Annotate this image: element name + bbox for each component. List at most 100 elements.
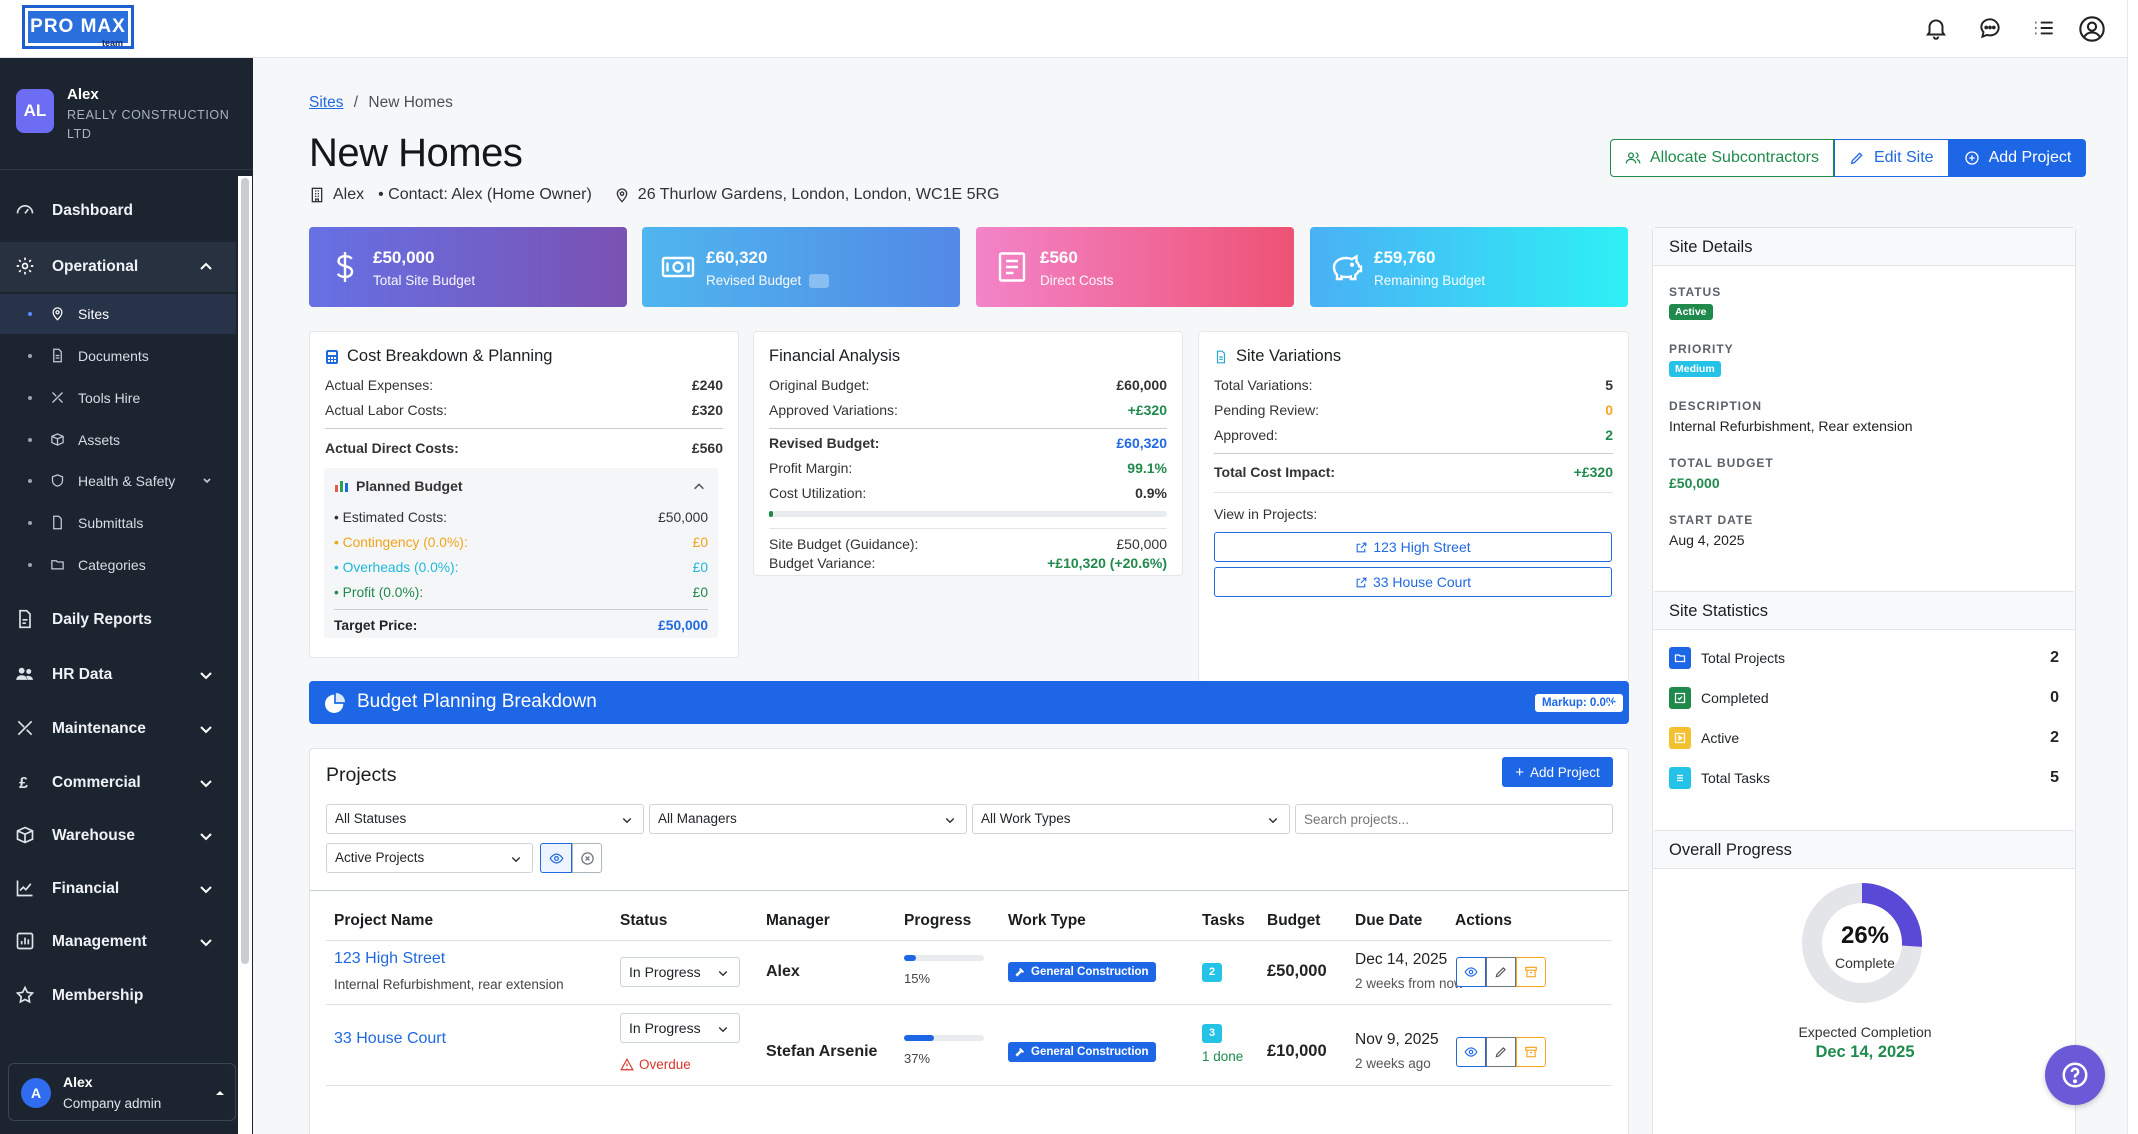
account-role: Company admin <box>63 1096 162 1111</box>
project-status-select[interactable]: In Progress <box>620 957 740 987</box>
project-progress-fill <box>904 955 916 961</box>
manager-filter-select[interactable]: All Managers <box>649 804 967 834</box>
col-project-name[interactable]: Project Name <box>334 912 434 929</box>
select-value: Active Projects <box>335 850 425 865</box>
col-progress[interactable]: Progress <box>904 912 972 929</box>
dollar-icon <box>327 249 363 285</box>
sidebar-item-label: Sites <box>78 306 110 322</box>
allocate-subcontractors-button[interactable]: Allocate Subcontractors <box>1610 139 1834 177</box>
divider <box>326 1085 1612 1086</box>
sidebar-item-label: Financial <box>52 880 120 897</box>
col-tasks[interactable]: Tasks <box>1202 912 1245 929</box>
sidebar-item-management[interactable]: Management <box>0 917 236 967</box>
help-button[interactable] <box>2045 1045 2105 1105</box>
warning-triangle-icon <box>620 1058 634 1071</box>
bullet-dot <box>28 396 32 400</box>
col-manager[interactable]: Manager <box>766 912 830 929</box>
project-status-select[interactable]: In Progress <box>620 1013 740 1043</box>
budget-planning-breakdown-header[interactable]: Budget Planning Breakdown Markup: 0.0% <box>309 681 1629 724</box>
col-actions: Actions <box>1455 912 1512 929</box>
status-filter-select[interactable]: All Statuses <box>326 804 644 834</box>
divider <box>1214 453 1613 454</box>
chevron-down-icon <box>717 1023 729 1035</box>
col-work-type[interactable]: Work Type <box>1008 912 1086 929</box>
sidebar-scrollbar-thumb[interactable] <box>241 178 249 964</box>
chevron-down-icon[interactable] <box>1605 695 1621 711</box>
archive-project-button[interactable] <box>1516 1037 1546 1067</box>
box-icon <box>50 432 66 448</box>
overall-progress-card: Overall Progress 26% Complete Expected C… <box>1652 830 2076 1134</box>
sidebar-item-categories[interactable]: Categories <box>0 545 236 585</box>
sidebar-item-documents[interactable]: Documents <box>0 336 236 376</box>
archive-project-button[interactable] <box>1516 957 1546 987</box>
row-total-variations: Total Variations: 5 <box>1214 377 1613 393</box>
sidebar-item-dashboard[interactable]: Dashboard <box>0 186 236 236</box>
sidebar-item-daily-reports[interactable]: Daily Reports <box>0 595 236 645</box>
progress-ring-fill <box>1802 883 1922 1003</box>
tools-icon <box>50 390 66 406</box>
view-project-button[interactable] <box>1456 957 1486 987</box>
clear-filters-button[interactable] <box>572 843 602 873</box>
view-toggle-button[interactable] <box>540 843 572 873</box>
logo-text: PRO MAX <box>28 11 128 43</box>
view-project-button[interactable] <box>1456 1037 1486 1067</box>
project-name-link[interactable]: 123 High Street <box>334 950 446 967</box>
row-pending-review: Pending Review: 0 <box>1214 402 1613 418</box>
active-projects-select[interactable]: Active Projects <box>326 843 533 873</box>
edit-project-button[interactable] <box>1486 1037 1516 1067</box>
project-due-relative: 2 weeks from now <box>1355 976 1464 991</box>
chevron-down-icon <box>944 814 956 826</box>
user-account-icon[interactable] <box>2078 15 2105 42</box>
sidebar-item-maintenance[interactable]: Maintenance <box>0 704 236 754</box>
value: 5 <box>1605 377 1613 393</box>
planned-budget-header[interactable]: Planned Budget <box>334 478 463 494</box>
sidebar-item-tools-hire[interactable]: Tools Hire <box>0 378 236 418</box>
file-icon <box>1214 349 1228 365</box>
sidebar-item-financial[interactable]: Financial <box>0 864 236 914</box>
sidebar-item-membership[interactable]: Membership <box>0 971 236 1021</box>
cost-breakdown-card: Cost Breakdown & Planning Actual Expense… <box>309 331 739 658</box>
logo-sub: team <box>101 38 123 48</box>
page-scrollbar-track[interactable] <box>2127 0 2138 1134</box>
variation-link-33-house-court[interactable]: 33 House Court <box>1214 567 1612 597</box>
sidebar-item-hr-data[interactable]: HR Data <box>0 650 236 700</box>
sidebar-item-sites[interactable]: Sites <box>0 294 236 334</box>
row-profit: • Profit (0.0%): £0 <box>334 585 708 600</box>
project-name-link[interactable]: 33 House Court <box>334 1030 447 1047</box>
edit-project-button[interactable] <box>1486 957 1516 987</box>
label: • Contingency (0.0%): <box>334 535 468 550</box>
sidebar-item-commercial[interactable]: £ Commercial <box>0 758 236 808</box>
breadcrumb-link-sites[interactable]: Sites <box>309 94 344 111</box>
sidebar-item-health-safety[interactable]: Health & Safety <box>0 461 236 501</box>
overdue-label: Overdue <box>639 1057 691 1072</box>
breadcrumb-current: New Homes <box>368 94 453 111</box>
row-budget-variance: Budget Variance: +£10,320 (+20.6%) <box>769 555 1167 571</box>
sidebar-item-warehouse[interactable]: Warehouse <box>0 811 236 861</box>
bell-icon[interactable] <box>1923 15 1949 41</box>
info-icon[interactable] <box>809 274 830 289</box>
project-search-input[interactable] <box>1295 804 1613 834</box>
list-icon[interactable] <box>2031 15 2057 41</box>
stat-value: £560 <box>1040 248 1078 267</box>
sidebar-item-operational[interactable]: Operational <box>0 242 236 292</box>
stat-revised-budget: £60,320 Revised Budget <box>642 227 960 307</box>
col-status[interactable]: Status <box>620 912 668 929</box>
project-progress-text: 37% <box>904 1051 931 1066</box>
col-due-date[interactable]: Due Date <box>1355 912 1423 929</box>
value: £50,000 <box>1116 536 1167 552</box>
add-project-button[interactable]: Add Project <box>1948 139 2087 177</box>
work-type-filter-select[interactable]: All Work Types <box>972 804 1290 834</box>
projects-add-project-button[interactable]: + Add Project <box>1502 757 1613 787</box>
col-budget[interactable]: Budget <box>1267 912 1321 929</box>
chat-icon[interactable] <box>1977 15 2003 41</box>
variation-link-123-high-street[interactable]: 123 High Street <box>1214 532 1612 562</box>
account-switcher[interactable]: A Alex Company admin <box>8 1063 236 1121</box>
promax-logo[interactable]: PRO MAX team <box>22 5 134 49</box>
sidebar-item-assets[interactable]: Assets <box>0 420 236 460</box>
planned-budget-title: Planned Budget <box>356 478 463 494</box>
chevron-up-icon[interactable] <box>692 480 706 494</box>
divider <box>326 940 1612 941</box>
sidebar-item-submittals[interactable]: Submittals <box>0 503 236 543</box>
value: 2 <box>1605 427 1613 443</box>
edit-site-button[interactable]: Edit Site <box>1833 139 1949 177</box>
